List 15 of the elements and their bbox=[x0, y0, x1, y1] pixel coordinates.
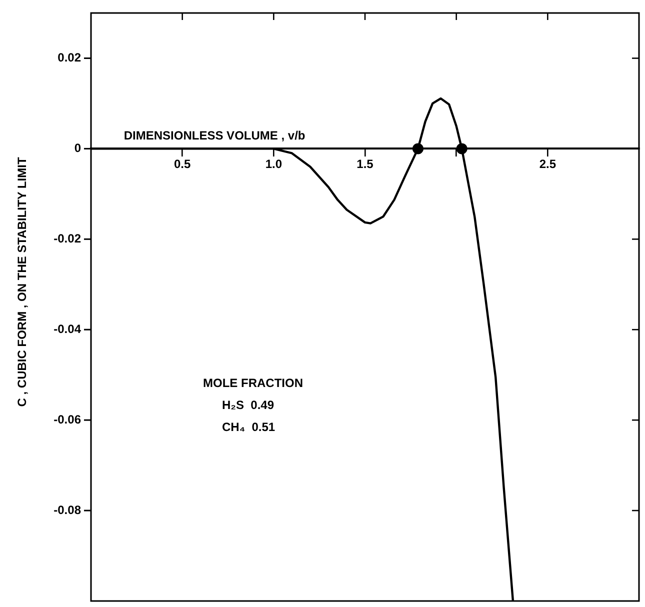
y-tick-label: -0.08 bbox=[54, 502, 82, 517]
y-tick-label: -0.06 bbox=[54, 412, 82, 426]
x-axis-title: DIMENSIONLESS VOLUME , v/b bbox=[124, 128, 306, 143]
y-tick-label: -0.04 bbox=[54, 322, 82, 336]
y-tick-label: 0.02 bbox=[58, 50, 82, 65]
x-tick-label: 1.5 bbox=[356, 157, 374, 172]
x-tick-label: 2.5 bbox=[539, 157, 556, 172]
annotation: H₂S 0.49 bbox=[222, 398, 274, 412]
x-tick-label: 0.5 bbox=[174, 157, 191, 172]
y-tick-label: 0 bbox=[74, 141, 82, 156]
x-tick-label: 1.0 bbox=[265, 157, 282, 172]
annotation: CH₄ 0.51 bbox=[222, 420, 276, 434]
y-axis-title: C , CUBIC FORM , ON THE STABILITY LIMIT bbox=[15, 156, 29, 407]
annotation: MOLE FRACTION bbox=[203, 376, 303, 390]
y-tick-label: -0.02 bbox=[54, 231, 82, 246]
